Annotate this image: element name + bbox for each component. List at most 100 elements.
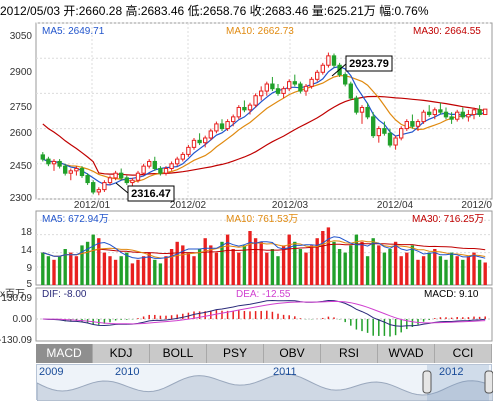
candle [303, 84, 309, 96]
candle [438, 102, 443, 115]
change-value: 0.76% [394, 4, 429, 18]
candle [119, 168, 124, 181]
candle [203, 135, 208, 148]
candle-body [124, 177, 129, 184]
volume-bar [181, 245, 185, 285]
candle-body [197, 139, 202, 144]
volume-bar [130, 263, 135, 285]
candle-body [219, 123, 225, 130]
timeline-navigator[interactable]: 2009 2010 2011 2012 [36, 364, 493, 401]
candle-body [57, 160, 62, 167]
navigator-selection[interactable] [427, 365, 489, 401]
volume-bar [287, 234, 291, 285]
candle-body [326, 55, 331, 66]
tab-boll[interactable]: BOLL [150, 344, 207, 363]
navigator-left-handle[interactable] [422, 370, 432, 394]
volume-bar [253, 238, 258, 285]
candle-body [460, 111, 465, 118]
candle-body [427, 111, 432, 116]
candle [197, 133, 202, 146]
candle-body [130, 179, 135, 184]
candle-body [292, 81, 297, 85]
price-y-tick: 2450 [10, 161, 33, 172]
macd-y-tick: -130.09 [0, 335, 32, 346]
candle [466, 109, 471, 122]
volume-bar [119, 256, 123, 285]
navigator-right-handle[interactable] [484, 370, 493, 394]
volume-value: 625.21万 [327, 4, 376, 18]
volume-bar [41, 252, 45, 285]
candle-body [376, 128, 381, 137]
candle [124, 175, 129, 185]
volume-bar [449, 252, 454, 285]
candle [455, 109, 460, 122]
candle [287, 79, 292, 92]
candle [253, 93, 258, 108]
candle [309, 76, 314, 89]
candle-body [51, 160, 57, 165]
volume-bar [259, 241, 263, 285]
candle [275, 84, 281, 96]
volume-bar [91, 234, 95, 285]
candle-body [359, 106, 365, 113]
volume-bar [186, 252, 191, 285]
navigator-year: 2012 [439, 366, 464, 378]
tab-macd[interactable]: MACD [36, 344, 93, 363]
price-ma30-label: MA30: 2664.55 [413, 26, 481, 37]
low-label: 低: [187, 4, 203, 18]
volume-bar [332, 241, 336, 285]
volume-bar [293, 241, 297, 285]
candle-body [158, 167, 163, 174]
volume-bar [147, 252, 151, 285]
high-callout-box [345, 55, 393, 72]
candle [236, 105, 241, 120]
price-y-tick: 3050 [10, 31, 33, 42]
candle-body [348, 83, 353, 99]
price-x-ticks: 2012/01 2012/02 2012/03 2012/04 2012/0 [74, 200, 493, 211]
candle-body [415, 121, 421, 127]
tab-wvad[interactable]: WVAD [378, 344, 435, 363]
volume-bar [85, 241, 90, 285]
price-y-tick: 2300 [10, 193, 33, 204]
candle-body [410, 121, 415, 127]
tab-psy[interactable]: PSY [207, 344, 264, 363]
price-ma5-label: MA5: 2649.71 [42, 26, 105, 37]
volume-bar [483, 262, 487, 285]
candle [471, 107, 477, 120]
dif-line [42, 299, 486, 327]
low-value: 2658.76 [202, 4, 247, 18]
candle-body [404, 121, 409, 130]
volume-bar [74, 256, 79, 285]
volume-y-tick: 9 [26, 263, 32, 274]
candle [46, 156, 51, 167]
candle [292, 74, 297, 87]
price-y-tick: 2600 [10, 128, 33, 139]
volume-bar [393, 241, 398, 285]
volume-bar [354, 234, 359, 285]
price-y-tick: 2900 [10, 67, 33, 78]
volume-bar [203, 238, 207, 285]
high-callout-leader [331, 63, 347, 77]
tab-obv[interactable]: OBV [264, 344, 321, 363]
candle-body [443, 111, 449, 118]
candle [91, 180, 96, 195]
volume-bar [421, 256, 426, 285]
volume-bar [113, 259, 118, 285]
candle [343, 72, 348, 87]
candle-body [432, 109, 437, 116]
tab-kdj[interactable]: KDJ [93, 344, 150, 363]
price-ma10-label: MA10: 2662.73 [226, 26, 294, 37]
volume-bar [46, 256, 51, 285]
candle-body [371, 116, 376, 137]
tab-cci[interactable]: CCI [435, 344, 492, 363]
candle-body [309, 78, 314, 87]
candle [477, 105, 482, 117]
volume-unit: x百万 [0, 288, 25, 300]
tab-rsi[interactable]: RSI [321, 344, 378, 363]
volume-bar [349, 245, 353, 285]
volume-bar [466, 256, 471, 285]
price-x-tick: 2012/01 [74, 200, 111, 211]
volume-bar [438, 256, 443, 285]
